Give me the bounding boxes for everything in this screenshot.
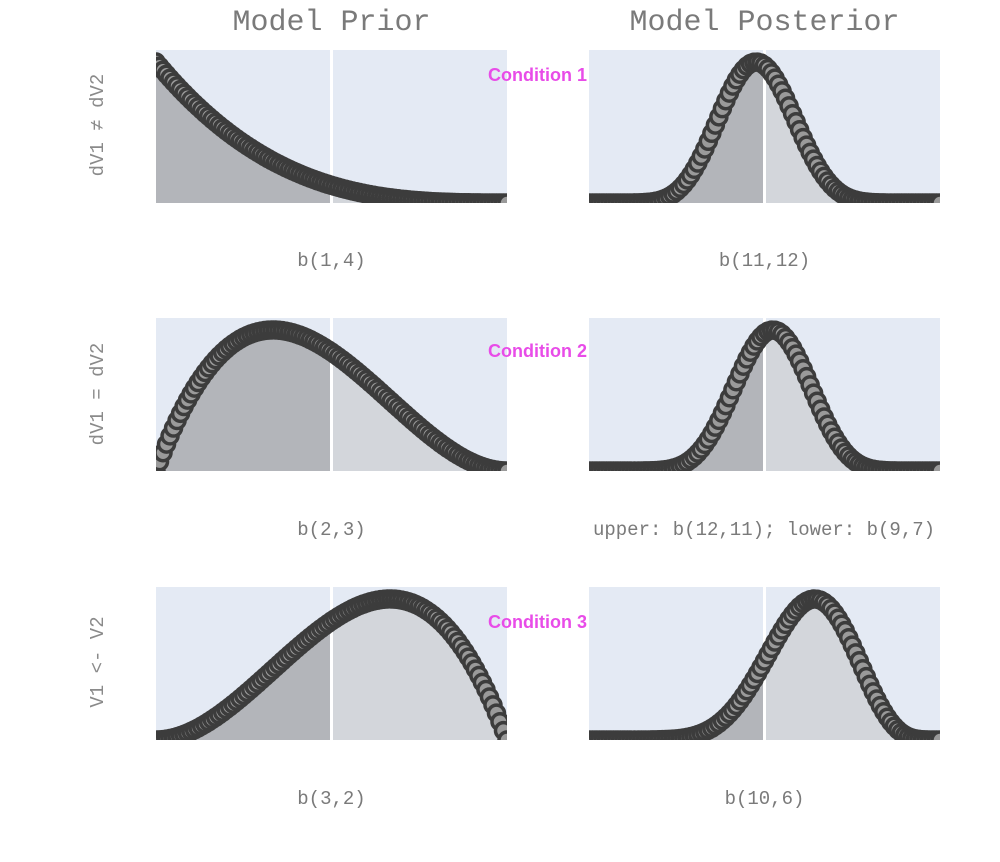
density-plot: [589, 587, 940, 740]
condition-label-3: Condition 3: [488, 612, 587, 632]
row-label-1: dV1 ≠ dV2: [87, 73, 109, 177]
density-point: [497, 193, 507, 203]
caption-prior-1: b(1,4): [297, 250, 366, 272]
caption-prior-2: b(2,3): [297, 519, 366, 541]
row-label-2: dV1 = dV2: [87, 342, 109, 446]
chart-panel-prior-1: [156, 50, 507, 203]
density-plot: [589, 50, 940, 203]
condition-label-2: Condition 2: [488, 341, 587, 361]
caption-posterior-2: upper: b(12,11); lower: b(9,7): [592, 519, 936, 541]
area-above-half: [764, 330, 940, 471]
density-point: [930, 193, 940, 203]
density-point: [930, 461, 940, 471]
density-plot: [156, 50, 507, 203]
caption-prior-3: b(3,2): [297, 788, 366, 810]
density-point: [497, 461, 507, 471]
density-plot: [156, 318, 507, 471]
chart-panel-prior-2: [156, 318, 507, 471]
density-plot: [156, 587, 507, 740]
area-below-half: [156, 621, 332, 740]
area-above-half: [331, 352, 507, 471]
caption-posterior-3: b(10,6): [724, 788, 805, 810]
caption-posterior-1: b(11,12): [718, 250, 811, 272]
density-point: [497, 730, 507, 740]
chart-panel-prior-3: [156, 587, 507, 740]
area-below-half: [589, 62, 765, 203]
area-below-half: [156, 62, 332, 203]
column-title-prior: Model Prior: [232, 6, 431, 40]
density-plot: [589, 318, 940, 471]
condition-label-1: Condition 1: [488, 65, 587, 85]
chart-panel-posterior-1: [589, 50, 940, 203]
density-point: [930, 730, 940, 740]
area-below-half: [589, 661, 765, 740]
area-above-half: [331, 599, 507, 740]
column-title-posterior: Model Posterior: [629, 6, 900, 40]
chart-panel-posterior-2: [589, 318, 940, 471]
chart-panel-posterior-3: [589, 587, 940, 740]
row-label-3: V1 <- V2: [87, 616, 109, 708]
area-above-half: [764, 599, 940, 740]
area-below-half: [156, 330, 332, 471]
